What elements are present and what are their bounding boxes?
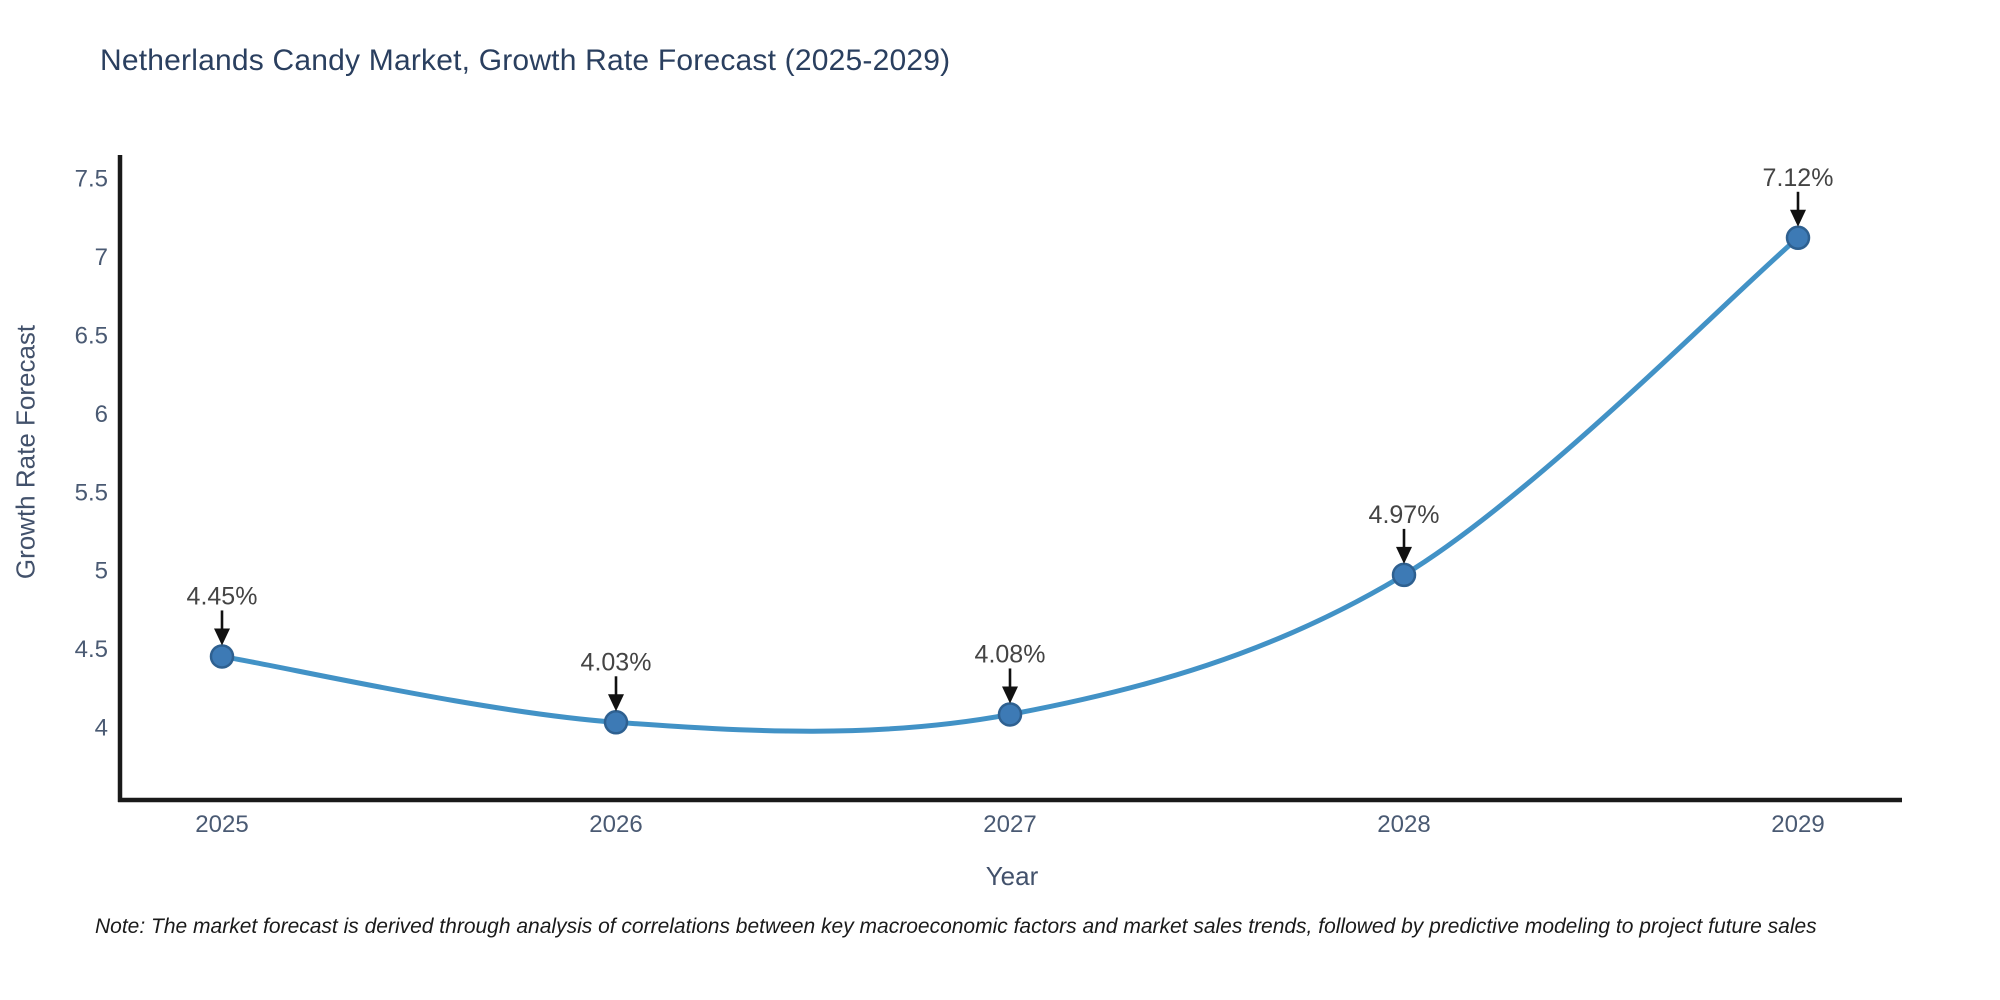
y-tick-label: 5 — [95, 558, 108, 585]
y-tick-label: 7.5 — [75, 166, 108, 193]
x-axis-title: Year — [985, 861, 1039, 891]
x-tick-label: 2025 — [195, 811, 248, 838]
annotation-arrow-head — [608, 694, 624, 712]
data-point-marker — [997, 702, 1023, 727]
annotation-arrow-head — [1790, 209, 1806, 227]
x-tick-label: 2028 — [1377, 811, 1430, 838]
data-point-label: 7.12% — [1763, 164, 1834, 192]
y-tick-label: 4 — [95, 715, 108, 742]
y-tick-label: 7 — [95, 244, 108, 271]
annotation-arrow-head — [214, 628, 230, 646]
data-point-marker — [1391, 562, 1417, 588]
x-tick-label: 2029 — [1771, 811, 1824, 838]
data-point-marker — [603, 710, 629, 735]
data-point-label: 4.08% — [975, 640, 1046, 668]
y-tick-label: 4.5 — [75, 636, 108, 663]
data-point-marker — [209, 644, 235, 669]
data-point-marker — [1785, 225, 1811, 251]
data-point-label: 4.45% — [187, 582, 258, 610]
x-tick-label: 2027 — [983, 811, 1036, 838]
y-tick-label: 6 — [95, 401, 108, 428]
data-point-label: 4.03% — [581, 648, 652, 676]
y-axis-title: Growth Rate Forecast — [10, 324, 41, 580]
annotation-arrow-head — [1396, 546, 1412, 564]
data-point-label: 4.97% — [1369, 501, 1440, 529]
chart-title: Netherlands Candy Market, Growth Rate Fo… — [100, 44, 951, 77]
footnote: Note: The market forecast is derived thr… — [95, 915, 1817, 938]
x-tick-label: 2026 — [589, 811, 642, 838]
y-tick-label: 5.5 — [75, 479, 108, 506]
y-tick-label: 6.5 — [75, 323, 108, 350]
annotation-arrow-head — [1002, 686, 1018, 704]
